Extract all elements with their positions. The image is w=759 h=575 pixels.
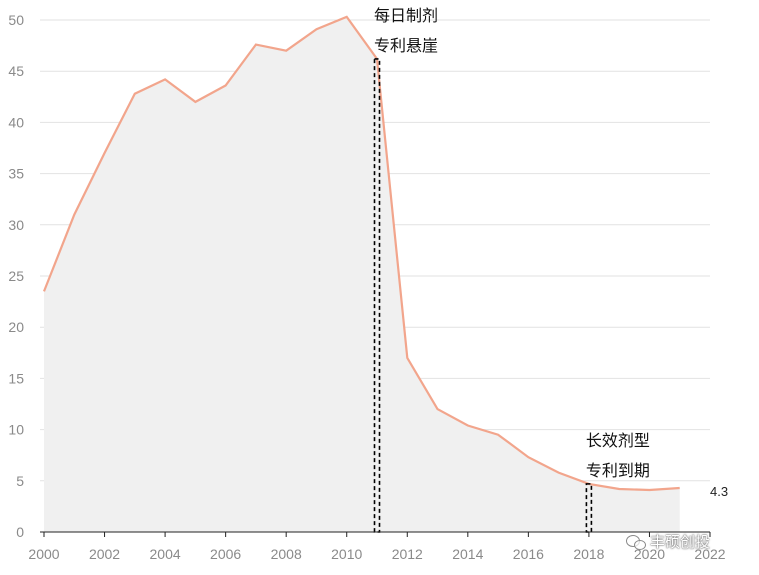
x-axis-ticks: 2000 2002 2004 2006 2008 2010 2012 2014 2016 2018…	[28, 532, 726, 562]
annotation-label: 长效剂型	[586, 431, 650, 450]
x-tick-label: 2006	[210, 546, 241, 562]
y-tick-label: 10	[8, 422, 24, 438]
x-tick-label: 2004	[150, 546, 181, 562]
x-tick-label: 2002	[89, 546, 120, 562]
y-tick-label: 25	[8, 268, 24, 284]
y-tick-label: 50	[8, 12, 24, 28]
y-tick-label: 15	[8, 370, 24, 386]
annotation-marker	[585, 483, 593, 533]
y-tick-label: 30	[8, 217, 24, 233]
end-value-label: 4.3	[710, 484, 728, 499]
annotation-label: 专利到期	[586, 461, 650, 480]
y-tick-label: 35	[8, 166, 24, 182]
x-tick-label: 2010	[331, 546, 362, 562]
y-tick-label: 20	[8, 319, 24, 335]
x-tick-label: 2012	[392, 546, 423, 562]
y-tick-label: 45	[8, 63, 24, 79]
annotation-label: 每日制剂	[374, 6, 438, 25]
x-tick-label: 2008	[271, 546, 302, 562]
x-tick-label: 2014	[452, 546, 483, 562]
x-tick-label: 2016	[513, 546, 544, 562]
x-tick-label: 2022	[694, 546, 725, 562]
area-fill	[44, 16, 680, 533]
wechat-icon	[626, 534, 646, 550]
y-tick-label: 40	[8, 114, 24, 130]
annotation-marker	[373, 58, 381, 533]
y-tick-label: 0	[16, 524, 24, 540]
watermark-text: 丰硕创投	[650, 533, 711, 551]
x-tick-label: 2020	[634, 546, 665, 562]
y-axis-ticks: 0 5 10 15 20 25 30 35 40 45 50	[8, 12, 24, 540]
series-line	[42, 15, 680, 492]
y-tick-label: 5	[16, 473, 24, 489]
watermark: 丰硕创投	[626, 531, 710, 552]
x-tick-label: 2018	[573, 546, 604, 562]
annotation-label: 专利悬崖	[374, 36, 438, 55]
x-tick-label: 2000	[28, 546, 59, 562]
